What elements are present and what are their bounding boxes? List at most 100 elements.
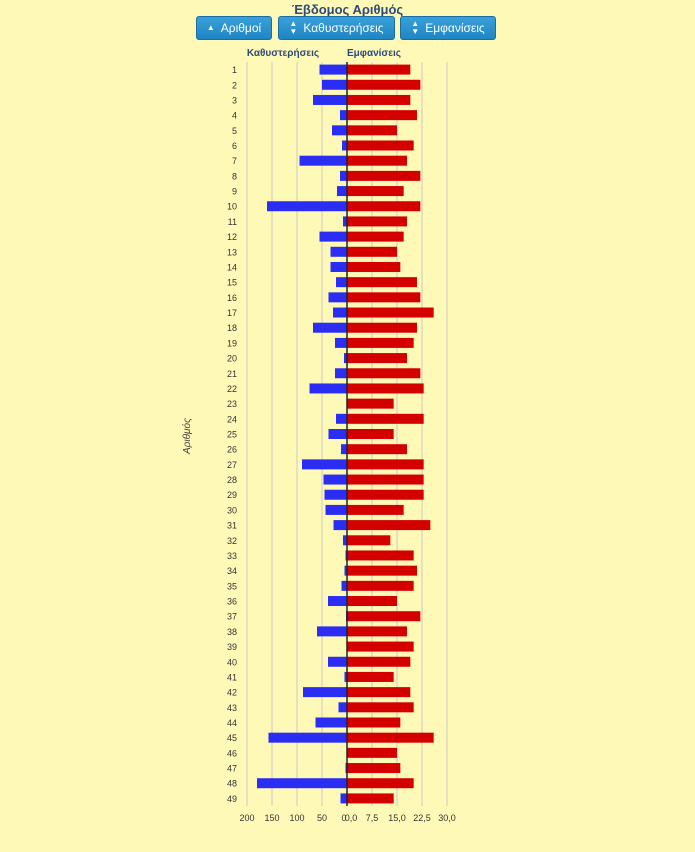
category-label: 34 [227, 566, 237, 576]
delay-bar [341, 444, 347, 455]
appearance-bar [347, 261, 401, 272]
chart-title: Έβδομος Αριθμός [291, 2, 404, 17]
delay-bar [328, 596, 347, 607]
delay-bar [325, 504, 347, 515]
appearance-bar [347, 732, 434, 743]
delay-bar [332, 125, 347, 136]
delay-bar [319, 231, 347, 242]
right-tick-label: 15,0 [388, 813, 406, 823]
delay-bar [315, 717, 347, 728]
category-label: 10 [227, 202, 237, 212]
appearance-bar [347, 444, 407, 455]
right-tick-label: 30,0 [438, 813, 456, 823]
category-label: 1 [232, 65, 237, 75]
sort-icon: ▲ ▼ [289, 19, 298, 36]
category-label: 13 [227, 247, 237, 257]
category-label: 18 [227, 323, 237, 333]
delay-bar [257, 778, 347, 789]
delay-bar [336, 277, 347, 288]
delay-bar [333, 307, 347, 318]
appearance-bar [347, 520, 431, 531]
category-label: 27 [227, 460, 237, 470]
appearance-bar [347, 307, 434, 318]
appearance-bar [347, 429, 394, 439]
category-label: 44 [227, 718, 237, 728]
category-label: 17 [227, 308, 237, 318]
category-label: 32 [227, 536, 237, 546]
appearance-bar [347, 201, 421, 212]
category-label: 21 [227, 369, 237, 379]
appearance-bar [347, 186, 404, 197]
appearance-bar [347, 216, 407, 227]
category-label: 31 [227, 521, 237, 531]
appearance-bar [347, 565, 417, 576]
left-series-label: Καθυστερήσεις [247, 48, 319, 59]
delay-bar [340, 110, 347, 121]
appearance-bar [347, 413, 424, 424]
appearance-bar [347, 702, 414, 713]
delay-bar [343, 216, 347, 227]
category-label: 38 [227, 627, 237, 637]
appearance-bar [347, 353, 407, 364]
caret-up-icon: ▲ [206, 23, 215, 32]
category-label: 45 [227, 733, 237, 743]
sort-by-appearances-button[interactable]: ▲ ▼ Εμφανίσεις [400, 16, 496, 40]
delay-bar [335, 337, 347, 348]
appearance-bar [347, 110, 417, 121]
category-label: 48 [227, 779, 237, 789]
delay-bar [344, 671, 347, 682]
y-axis-label: Αριθμός [181, 418, 193, 455]
appearance-bar [347, 489, 424, 500]
delay-bar [302, 459, 347, 470]
category-label: 47 [227, 764, 237, 774]
bars [257, 64, 434, 804]
appearance-bar [347, 611, 421, 622]
appearance-bar [347, 459, 424, 470]
appearance-bar [347, 79, 421, 90]
delay-bar [267, 201, 347, 212]
category-label: 33 [227, 551, 237, 561]
delay-bar [328, 656, 347, 667]
delay-bar [344, 565, 347, 576]
appearance-bar [347, 94, 411, 105]
category-label: 7 [232, 156, 237, 166]
appearance-bar [347, 64, 411, 75]
appearance-bar [347, 747, 397, 758]
left-tick-label: 200 [239, 813, 254, 823]
category-label: 12 [227, 232, 237, 242]
category-label: 28 [227, 475, 237, 485]
category-label: 14 [227, 262, 237, 272]
right-tick-label: 7,5 [366, 813, 379, 823]
delay-bar [337, 186, 347, 197]
sort-by-delays-label: Καθυστερήσεις [303, 21, 384, 35]
category-label: 23 [227, 399, 237, 409]
sort-by-number-button[interactable]: ▲ Αριθμοί [196, 16, 272, 40]
appearance-bar [347, 368, 421, 379]
appearance-bar [347, 580, 414, 591]
appearance-bar [347, 535, 391, 546]
category-label: 9 [232, 187, 237, 197]
category-label: 2 [232, 80, 237, 90]
appearance-bar [347, 656, 411, 667]
category-label: 36 [227, 597, 237, 607]
delay-bar [344, 353, 347, 364]
delay-bar [324, 489, 347, 500]
appearance-bar [347, 641, 414, 652]
appearance-bar [347, 170, 421, 181]
sort-by-delays-button[interactable]: ▲ ▼ Καθυστερήσεις [278, 16, 395, 40]
appearance-bar [347, 383, 424, 394]
category-label: 26 [227, 445, 237, 455]
appearance-bar [347, 322, 417, 333]
category-label: 19 [227, 338, 237, 348]
delay-bar [313, 94, 347, 105]
category-label: 30 [227, 505, 237, 515]
delay-bar [328, 429, 347, 439]
category-label: 22 [227, 384, 237, 394]
delay-bar [309, 383, 347, 394]
category-label: 3 [232, 95, 237, 105]
appearance-bar [347, 778, 414, 789]
delay-bar [299, 155, 347, 166]
appearance-bar [347, 337, 414, 348]
delay-bar [335, 368, 347, 379]
sort-icon: ▲ ▼ [411, 19, 420, 36]
